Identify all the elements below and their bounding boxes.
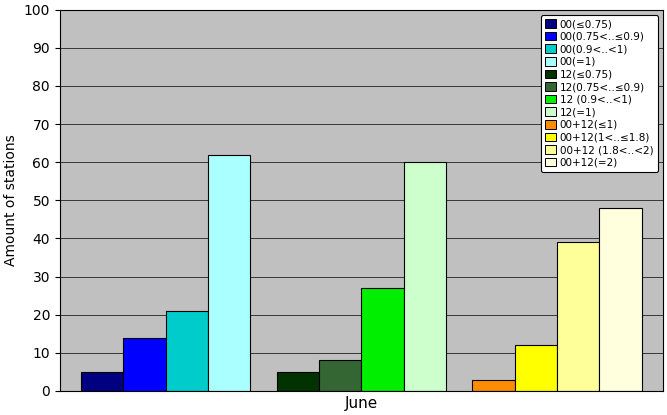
Bar bbox=[557, 242, 600, 391]
Legend: 00(≤0.75), 00(0.75<..≤0.9), 00(0.9<..<1), 00(=1), 12(≤0.75), 12(0.75<..≤0.9), 12: 00(≤0.75), 00(0.75<..≤0.9), 00(0.9<..<1)… bbox=[541, 15, 658, 172]
Bar bbox=[515, 345, 557, 391]
Bar bbox=[165, 311, 208, 391]
Bar bbox=[600, 208, 642, 391]
Bar bbox=[472, 380, 515, 391]
Bar bbox=[277, 372, 319, 391]
Bar bbox=[404, 162, 446, 391]
Y-axis label: Amount of stations: Amount of stations bbox=[4, 134, 18, 266]
Bar bbox=[362, 288, 404, 391]
Bar bbox=[319, 361, 362, 391]
Bar bbox=[208, 154, 250, 391]
Bar bbox=[81, 372, 123, 391]
Bar bbox=[123, 337, 165, 391]
